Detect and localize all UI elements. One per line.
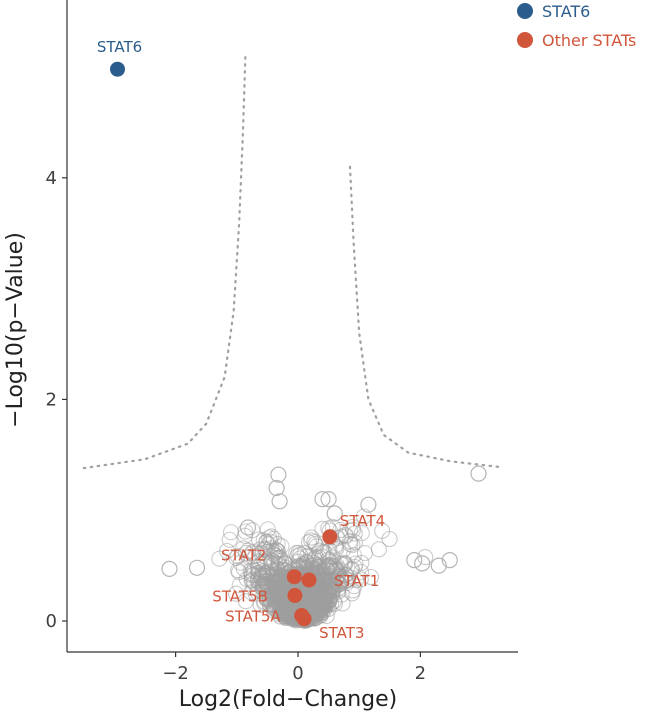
background-point — [314, 491, 331, 508]
point-label-stat6: STAT6 — [97, 38, 142, 56]
background-point — [346, 534, 364, 551]
point-stat4 — [322, 529, 338, 545]
y-axis-title: −Log10(p−Value) — [3, 232, 28, 428]
background-point — [356, 545, 373, 562]
background-point — [263, 552, 280, 569]
point-label-stat3: STAT3 — [319, 624, 364, 642]
background-point — [362, 568, 380, 586]
background-point — [221, 531, 238, 548]
background-point — [414, 555, 431, 572]
background-point — [268, 479, 285, 497]
background-point — [229, 548, 246, 565]
background-point — [259, 543, 276, 560]
point-label-stat5b: STAT5B — [212, 588, 268, 606]
background-point — [355, 508, 372, 525]
background-point — [343, 560, 361, 578]
background-point — [274, 576, 291, 593]
background-point — [265, 562, 282, 579]
background-point — [259, 565, 276, 582]
y-tick-label: 2 — [46, 389, 57, 410]
background-point — [316, 591, 333, 609]
threshold-curve-left — [82, 54, 247, 470]
background-point — [237, 593, 254, 610]
legend-marker-stat6 — [517, 3, 533, 19]
point-stat3 — [296, 611, 312, 627]
highlighted-points — [110, 61, 338, 627]
point-label-stat1: STAT1 — [334, 572, 379, 590]
point-label-stat5a: STAT5A — [225, 608, 281, 626]
background-point — [250, 581, 267, 598]
background-point — [341, 522, 358, 539]
background-point — [262, 533, 279, 550]
background-point — [290, 553, 307, 570]
background-point — [235, 540, 252, 557]
background-point — [246, 562, 263, 579]
background-point — [259, 521, 276, 538]
background-point — [430, 557, 447, 574]
background-point — [340, 572, 357, 589]
background-point — [240, 548, 257, 565]
background-point — [325, 578, 343, 595]
background-point — [188, 559, 206, 576]
background-point — [320, 491, 337, 508]
background-point — [353, 563, 370, 581]
threshold-curve-right — [348, 165, 502, 469]
axes — [66, 0, 518, 653]
background-point — [470, 465, 487, 482]
background-point — [303, 529, 320, 546]
background-point — [250, 553, 268, 570]
x-axis-title: Log2(Fold−Change) — [179, 687, 398, 712]
background-point — [267, 578, 284, 596]
background-point — [306, 533, 323, 551]
background-point — [360, 496, 377, 513]
background-points — [161, 465, 487, 629]
legend-label-stat6: STAT6 — [542, 2, 590, 21]
y-tick-label: 4 — [46, 168, 57, 189]
background-point — [268, 542, 286, 559]
background-point — [271, 493, 288, 510]
point-labels: STAT6 STAT4 STAT2 STAT1 STAT5B STAT5A STAT3 — [97, 38, 385, 642]
background-point — [252, 596, 269, 614]
background-point — [370, 541, 387, 558]
background-point — [250, 554, 267, 571]
ticks: −2 0 2 0 2 4 — [46, 168, 427, 684]
background-point — [270, 466, 287, 483]
background-point — [381, 530, 398, 548]
threshold-lines — [82, 54, 502, 470]
legend-marker-other-stats — [517, 32, 533, 48]
x-tick-label: 2 — [415, 663, 426, 684]
background-point — [341, 533, 358, 550]
y-tick-label: 0 — [46, 611, 57, 632]
point-stat6 — [110, 61, 125, 77]
background-point — [326, 505, 343, 522]
legend-label-other-stats: Other STATs — [542, 31, 636, 50]
background-point — [346, 578, 363, 595]
background-point — [237, 523, 254, 540]
background-point — [161, 560, 178, 578]
background-point — [300, 534, 317, 551]
background-point — [346, 558, 363, 575]
x-tick-label: −2 — [162, 663, 189, 684]
background-point — [240, 519, 257, 536]
point-stat1 — [301, 572, 317, 588]
background-point — [264, 590, 281, 607]
point-stat5b — [287, 588, 303, 603]
background-point — [441, 551, 458, 569]
background-point — [304, 595, 321, 612]
background-point — [344, 585, 361, 602]
background-point — [277, 609, 294, 626]
legend: STAT6 Other STATs — [517, 2, 636, 50]
background-point — [230, 562, 247, 579]
point-stat2 — [286, 569, 302, 585]
background-point — [277, 601, 295, 618]
background-point — [406, 551, 423, 569]
point-label-stat4: STAT4 — [340, 512, 385, 530]
background-point — [252, 545, 269, 562]
point-label-stat2: STAT2 — [221, 547, 266, 565]
x-tick-label: 0 — [292, 663, 303, 684]
background-point — [321, 556, 338, 574]
